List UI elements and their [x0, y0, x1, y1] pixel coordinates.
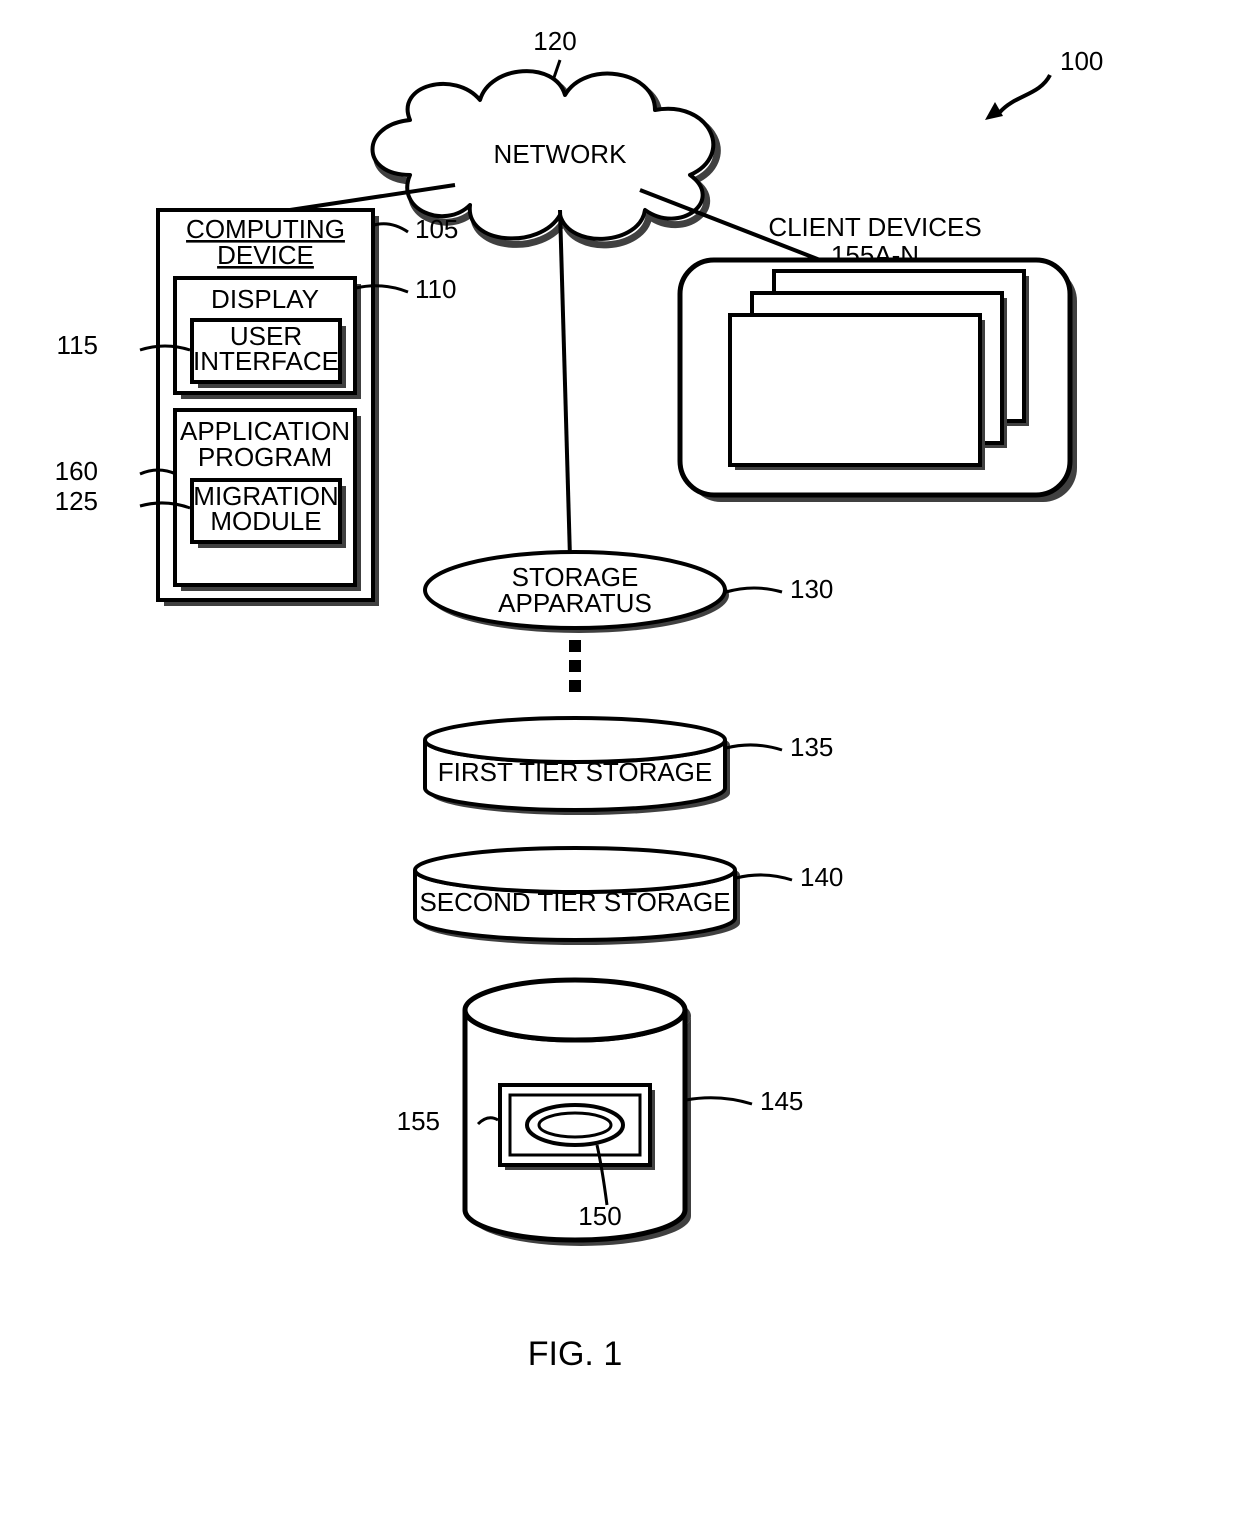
ref-150-label: 150	[578, 1201, 621, 1231]
user-interface-label-2: INTERFACE	[193, 346, 339, 376]
ref-140-label: 140	[800, 862, 843, 892]
ref-130-label: 130	[790, 574, 833, 604]
ref-160-label: 160	[55, 456, 98, 486]
dot	[569, 680, 581, 692]
storage-apparatus-label-2: APPARATUS	[498, 588, 652, 618]
dot	[569, 640, 581, 652]
storage-apparatus: STORAGE APPARATUS	[425, 552, 729, 633]
ref-120-label: 120	[533, 26, 576, 56]
ref-145-lead	[686, 1098, 752, 1104]
ref-135-label: 135	[790, 732, 833, 762]
diagram-canvas: 100 120 NETWORK COMPUTING DEVICE DISPLAY…	[0, 0, 1240, 1522]
ref-100-arrow	[985, 75, 1050, 120]
ref-130-lead	[726, 588, 782, 592]
edge-network-to-storage	[560, 210, 570, 558]
computing-device-title-2: DEVICE	[217, 240, 314, 270]
first-tier-storage: FIRST TIER STORAGE	[425, 718, 730, 815]
ref-145-label: 145	[760, 1086, 803, 1116]
application-program-label-2: PROGRAM	[198, 442, 332, 472]
client-devices-label: CLIENT DEVICES	[768, 212, 981, 242]
ref-110-label: 110	[415, 274, 456, 304]
ref-105-label: 105	[415, 214, 458, 244]
ref-135-lead	[726, 745, 782, 750]
ref-115-label: 115	[57, 330, 98, 360]
client-devices-group: CLIENT DEVICES 155A-N	[680, 212, 1077, 502]
ref-100-label: 100	[1060, 46, 1103, 76]
ref-140-lead	[736, 875, 792, 880]
second-tier-storage: SECOND TIER STORAGE	[415, 848, 740, 945]
migration-module-label-2: MODULE	[210, 506, 321, 536]
svg-text:SECOND TIER STORAGE: SECOND TIER STORAGE	[419, 887, 730, 917]
ref-105-lead	[374, 224, 408, 232]
computing-device-group: COMPUTING DEVICE DISPLAY USER INTERFACE …	[158, 210, 379, 606]
ref-155-label: 155	[397, 1106, 440, 1136]
ref-125-label: 125	[55, 486, 98, 516]
network-label: NETWORK	[494, 139, 628, 169]
dot	[569, 660, 581, 672]
figure-caption: FIG. 1	[528, 1335, 622, 1373]
client-device-cards	[730, 271, 1029, 470]
display-label: DISPLAY	[211, 284, 319, 314]
svg-text:FIRST TIER STORAGE: FIRST TIER STORAGE	[438, 757, 713, 787]
